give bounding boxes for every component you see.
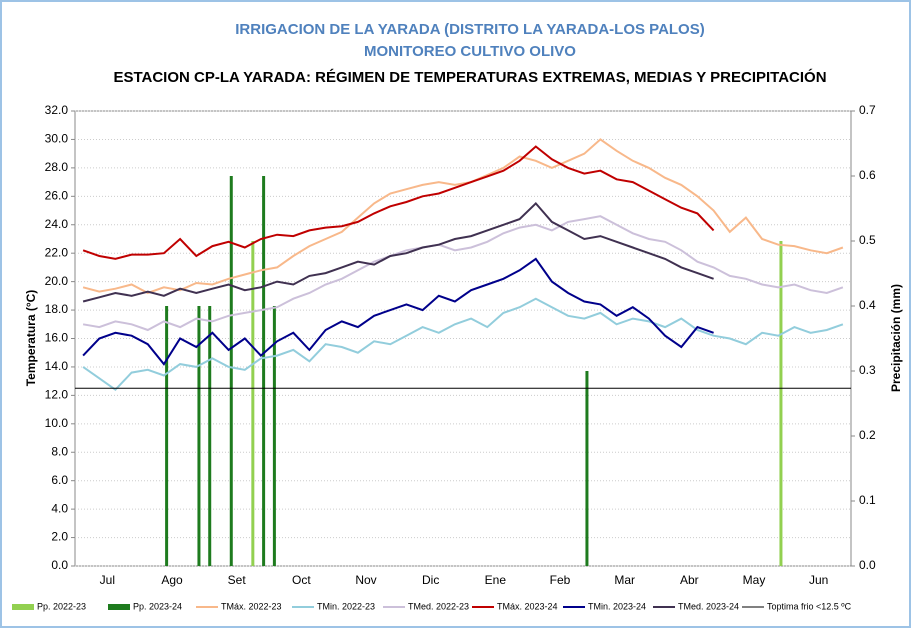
x-tick-label: Set xyxy=(228,573,247,587)
x-tick-label: Jun xyxy=(809,573,828,587)
series-line xyxy=(82,257,714,366)
chart-subtitle: MONITOREO CULTIVO OLIVO xyxy=(364,43,576,60)
y-tick-label: 18.0 xyxy=(45,302,69,316)
y-tick-label: 4.0 xyxy=(51,501,68,515)
x-tick-label: Mar xyxy=(614,573,635,587)
y-tick-label: 12.0 xyxy=(45,388,69,402)
y-tick-label: 16.0 xyxy=(45,331,69,345)
y2-tick-label: 0.4 xyxy=(859,298,876,312)
legend-label: Pp. 2022-23 xyxy=(37,601,86,611)
y2-tick-label: 0.6 xyxy=(859,168,876,182)
x-tick-label: May xyxy=(743,573,766,587)
x-tick-label: Abr xyxy=(680,573,699,587)
series-line xyxy=(82,215,844,332)
y-tick-label: 26.0 xyxy=(45,188,69,202)
y-tick-label: 30.0 xyxy=(45,132,69,146)
legend-swatch xyxy=(108,604,130,610)
series-line xyxy=(82,145,715,260)
precip-bar xyxy=(262,176,266,566)
y2-tick-label: 0.7 xyxy=(859,103,876,117)
legend-label: TMed. 2022-23 xyxy=(408,601,469,611)
y-tick-label: 10.0 xyxy=(45,416,69,430)
legend-label: TMed. 2023-24 xyxy=(678,601,739,611)
y2-tick-label: 0.1 xyxy=(859,493,876,507)
y-tick-label: 2.0 xyxy=(51,530,68,544)
legend-label: TMin. 2022-23 xyxy=(317,601,375,611)
precip-bar xyxy=(165,306,169,566)
y-tick-label: 20.0 xyxy=(45,274,69,288)
y-tick-label: 24.0 xyxy=(45,217,69,231)
series-line xyxy=(82,201,714,303)
y-tick-label: 28.0 xyxy=(45,160,69,174)
precip-bar xyxy=(208,306,212,566)
precip-bar xyxy=(779,241,783,566)
x-tick-label: Feb xyxy=(550,573,571,587)
y2-tick-label: 0.3 xyxy=(859,363,876,377)
legend-label: TMáx. 2023-24 xyxy=(497,601,558,611)
x-tick-label: Ene xyxy=(485,573,507,587)
y-tick-label: 22.0 xyxy=(45,245,69,259)
precip-bar xyxy=(585,371,589,566)
legend-label: TMin. 2023-24 xyxy=(588,601,646,611)
plot-area xyxy=(74,110,852,567)
x-tick-label: Nov xyxy=(355,573,376,587)
y2-axis-label: Precipitación (mm) xyxy=(889,284,903,392)
x-tick-label: Ago xyxy=(161,573,183,587)
x-tick-label: Oct xyxy=(292,573,311,587)
precip-bar xyxy=(251,241,255,566)
y-tick-label: 6.0 xyxy=(51,473,68,487)
series-line xyxy=(82,297,844,392)
y2-tick-label: 0.5 xyxy=(859,233,876,247)
legend-label: Pp. 2023-24 xyxy=(133,601,182,611)
precip-bar xyxy=(272,306,276,566)
legend-label: Toptima frio <12.5 ºC xyxy=(767,601,852,611)
y2-tick-label: 0.2 xyxy=(859,428,876,442)
y-tick-label: 32.0 xyxy=(45,103,69,117)
y-tick-label: 14.0 xyxy=(45,359,69,373)
y2-tick-label: 0.0 xyxy=(859,558,876,572)
x-tick-label: Dic xyxy=(422,573,439,587)
legend-swatch xyxy=(12,604,34,610)
precip-bar xyxy=(197,306,201,566)
chart-heading: ESTACION CP-LA YARADA: RÉGIMEN DE TEMPER… xyxy=(113,68,826,86)
series-line xyxy=(82,138,844,295)
chart-title: IRRIGACION DE LA YARADA (DISTRITO LA YAR… xyxy=(235,21,704,38)
y-tick-label: 0.0 xyxy=(51,558,68,572)
x-tick-label: Jul xyxy=(100,573,115,587)
y-tick-label: 8.0 xyxy=(51,444,68,458)
precip-bar xyxy=(229,176,233,566)
legend-label: TMáx. 2022-23 xyxy=(221,601,282,611)
y-axis-label: Temperatura (°C) xyxy=(24,290,38,387)
